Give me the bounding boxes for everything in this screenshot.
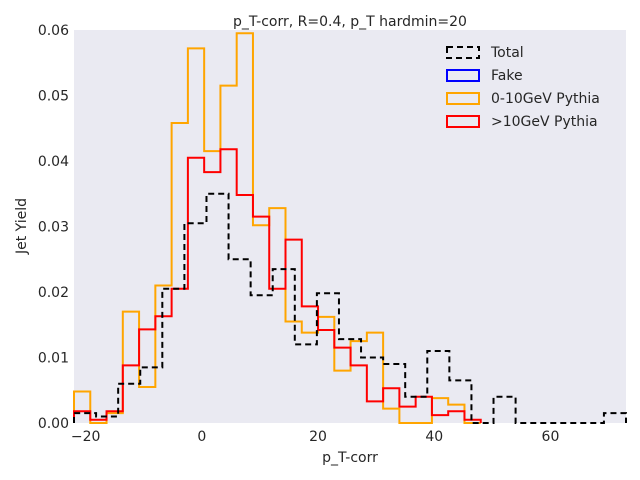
legend-swatch (446, 92, 480, 105)
y-tick-label: 0.01 (38, 351, 69, 367)
legend-swatch (446, 69, 480, 82)
series-layer (73, 32, 627, 424)
y-tick-label: 0.06 (38, 23, 69, 39)
y-axis-label: Jet Yield (14, 198, 30, 255)
legend-swatch (446, 115, 480, 128)
legend: Total Fake 0-10GeV Pythia >10GeV Pythia (446, 45, 600, 130)
y-tick-label: 0.00 (38, 416, 69, 432)
chart-title: p_T-corr, R=0.4, p_T hardmin=20 (233, 14, 467, 30)
x-tick-label: 0 (197, 429, 206, 445)
series-total (73, 192, 627, 424)
legend-label: Fake (491, 68, 523, 84)
y-tick-label: 0.05 (38, 89, 69, 105)
y-tick-label: 0.03 (38, 220, 69, 236)
x-tick-label: 20 (309, 429, 327, 445)
legend-label: Total (490, 45, 524, 61)
series-10gev-pythia (73, 148, 482, 423)
x-tick-label: 40 (425, 429, 443, 445)
x-tick-label: 60 (542, 429, 560, 445)
x-tick-label: −20 (71, 429, 101, 445)
x-axis-label: p_T-corr (322, 450, 378, 466)
legend-label: >10GeV Pythia (491, 114, 598, 130)
y-tick-label: 0.02 (38, 285, 69, 301)
legend-label: 0-10GeV Pythia (491, 91, 600, 107)
y-tick-label: 0.04 (38, 154, 69, 170)
axes-layer: −20 0 20 40 60 0.00 0.01 0.02 0.03 0.04 0.05 0.06 (38, 23, 560, 445)
legend-swatch (446, 46, 480, 59)
